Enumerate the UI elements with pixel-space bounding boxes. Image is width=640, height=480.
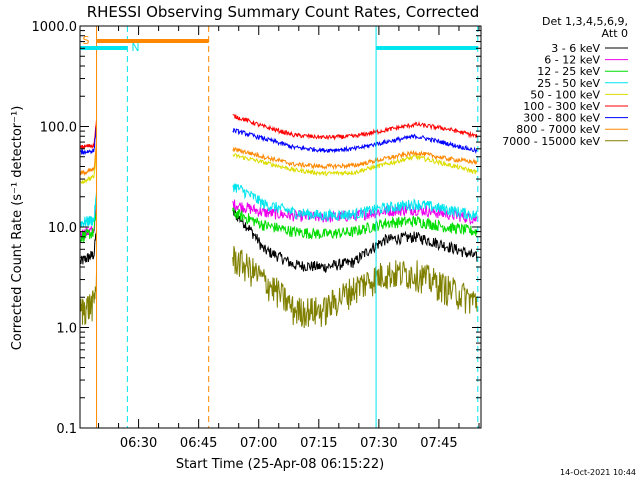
series-line-pre bbox=[80, 272, 97, 326]
series-line-pre bbox=[80, 119, 97, 150]
series-line-pre bbox=[80, 152, 97, 185]
y-tick-label: 10.0 bbox=[48, 221, 77, 236]
legend-label: 3 - 6 keV bbox=[551, 42, 600, 55]
axes: 1000.0 100.0 10.0 1.0 0.1 06:30 06:45 07:00 07:1… bbox=[32, 20, 482, 451]
series-line-pre bbox=[80, 143, 97, 177]
y-tick-label: 0.1 bbox=[56, 422, 77, 437]
series-line-pre bbox=[80, 191, 97, 228]
legend-label: 50 - 100 keV bbox=[530, 88, 600, 101]
legend-label: 100 - 300 keV bbox=[523, 100, 600, 113]
legend-header: Det 1,3,4,5,6,9, bbox=[542, 15, 628, 28]
x-tick-label: 07:15 bbox=[300, 436, 337, 451]
chart-title: RHESSI Observing Summary Count Rates, Co… bbox=[87, 3, 480, 21]
legend-label: 300 - 800 keV bbox=[523, 112, 600, 125]
x-tick-label: 07:30 bbox=[360, 436, 397, 451]
series-line-pre bbox=[80, 206, 97, 243]
x-tick-label: 06:30 bbox=[120, 436, 157, 451]
x-tick-label: 07:00 bbox=[240, 436, 277, 451]
y-tick-label: 1000.0 bbox=[32, 20, 78, 35]
series-line-post bbox=[232, 183, 478, 222]
x-tick-label: 07:45 bbox=[420, 436, 457, 451]
legend-header-att: Att 0 bbox=[602, 27, 628, 40]
series-line-pre bbox=[80, 126, 97, 156]
legend-label: 6 - 12 keV bbox=[544, 54, 600, 67]
legend-label: 800 - 7000 keV bbox=[516, 123, 600, 136]
series-line-post bbox=[232, 208, 478, 273]
y-tick-label: 100.0 bbox=[40, 121, 77, 136]
legend-label: 25 - 50 keV bbox=[537, 77, 600, 90]
x-axis-label: Start Time (25-Apr-08 06:15:22) bbox=[176, 457, 384, 472]
plot-area: SN bbox=[79, 26, 479, 428]
saa-flag-label: S bbox=[83, 34, 90, 47]
series-line-post bbox=[232, 153, 478, 177]
series-line-post bbox=[232, 146, 478, 171]
series-line-pre bbox=[80, 230, 97, 265]
series-line-post bbox=[232, 127, 478, 154]
footer-date: 14-Oct-2021 10:44 bbox=[560, 468, 636, 477]
x-tick-label: 06:45 bbox=[180, 436, 217, 451]
series-line-post bbox=[232, 199, 478, 226]
series-line-post bbox=[232, 114, 478, 141]
y-tick-label: 1.0 bbox=[56, 322, 77, 337]
legend-label: 12 - 25 keV bbox=[537, 65, 600, 78]
legend-label: 7000 - 15000 keV bbox=[502, 135, 600, 148]
series-line-post bbox=[232, 207, 478, 240]
night-flag-label: N bbox=[131, 41, 139, 54]
y-axis-label: Corrected Count Rate (s⁻¹ detector⁻¹) bbox=[10, 106, 25, 351]
series-line-post bbox=[232, 246, 478, 329]
